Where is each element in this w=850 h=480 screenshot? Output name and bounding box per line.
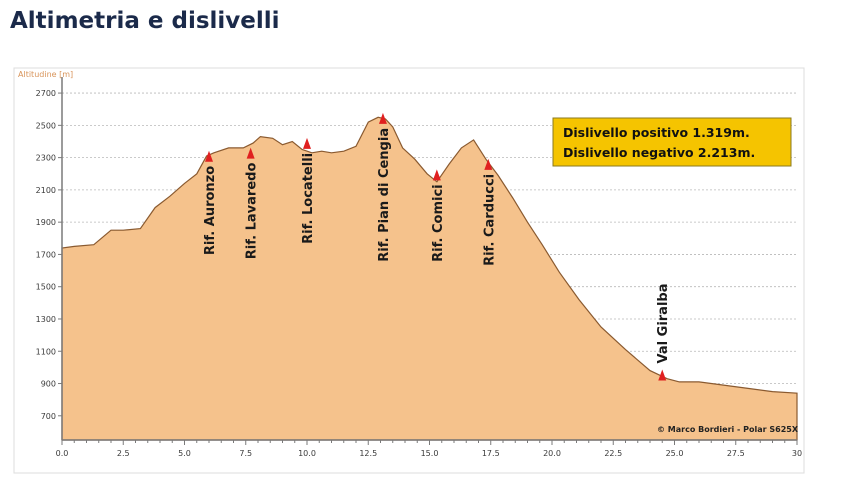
y-tick-label: 700 xyxy=(41,412,56,421)
x-tick-label: 17.5 xyxy=(482,449,500,458)
waypoint-marker xyxy=(246,147,255,159)
y-tick-label: 1300 xyxy=(36,315,56,324)
y-tick-label: 2100 xyxy=(36,186,56,195)
callout-negative: Dislivello negativo 2.213m. xyxy=(563,145,755,160)
waypoint-label: Rif. Lavaredo xyxy=(245,163,260,260)
y-axis-label: Altitudine [m] xyxy=(18,70,73,79)
axes: 2700 2500 2300 2100 1900 1700 1500 1300 1100 900 7… xyxy=(36,77,802,458)
waypoint-label: Val Giralba xyxy=(656,284,671,364)
page-title: Altimetria e dislivelli xyxy=(10,8,280,34)
elevation-callout: Dislivello positivo 1.319m. Dislivello n… xyxy=(552,117,792,167)
x-tick-label: 5.0 xyxy=(178,449,191,458)
y-tick-label: 2500 xyxy=(36,121,56,130)
callout-box xyxy=(552,117,792,167)
waypoint-marker xyxy=(303,137,311,149)
waypoint-label: Rif. Locatelli xyxy=(301,153,316,244)
markers: Rif. Auronzo Rif. Lavaredo Rif. Locatelli R… xyxy=(203,112,671,381)
x-tick-label: 12.5 xyxy=(359,449,377,458)
waypoint-marker xyxy=(432,169,441,181)
waypoint-marker xyxy=(658,369,667,381)
waypoint-marker xyxy=(205,150,213,162)
x-tick-label: 30 xyxy=(792,449,802,458)
y-tick-label: 1500 xyxy=(36,283,56,292)
y-tick-label: 900 xyxy=(41,380,56,389)
waypoint-label: Rif. Comici xyxy=(431,184,446,262)
waypoint-label: Rif. Pian di Cengia xyxy=(377,128,392,262)
x-tick-label: 22.5 xyxy=(604,449,622,458)
y-tick-label: 1100 xyxy=(36,347,56,356)
x-tick-label: 2.5 xyxy=(117,449,130,458)
waypoint-marker xyxy=(484,158,493,170)
y-tick-label: 2700 xyxy=(36,89,56,98)
x-tick-label: 20.0 xyxy=(543,449,561,458)
callout-positive: Dislivello positivo 1.319m. xyxy=(563,125,750,140)
waypoint-marker xyxy=(378,112,387,124)
x-tick-label: 7.5 xyxy=(239,449,252,458)
waypoint-label: Rif. Carducci xyxy=(482,174,497,266)
credit-text: © Marco Bordieri - Polar S625X xyxy=(657,425,799,434)
y-tick-label: 1900 xyxy=(36,218,56,227)
x-tick-label: 15.0 xyxy=(421,449,439,458)
x-tick-label: 27.5 xyxy=(727,449,745,458)
x-tick-label: 10.0 xyxy=(298,449,316,458)
waypoint-label: Rif. Auronzo xyxy=(203,166,218,255)
y-tick-label: 1700 xyxy=(36,250,56,259)
y-tick-label: 2300 xyxy=(36,154,56,163)
x-tick-label: 25.0 xyxy=(666,449,684,458)
x-tick-label: 0.0 xyxy=(56,449,69,458)
